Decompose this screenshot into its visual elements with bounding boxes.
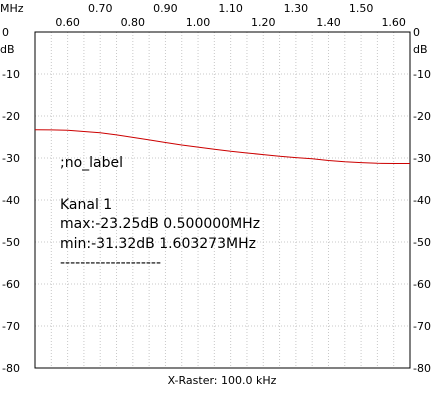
x-tick-label-bottom: 0.60	[55, 16, 80, 29]
annotation-layer: ;no_label Kanal 1 max:-23.25dB 0.500000M…	[60, 155, 260, 271]
annotation-separator: --------------------	[60, 255, 161, 271]
y-tick-label-right: -80	[413, 362, 431, 375]
x-tick-label-top: 1.50	[349, 2, 374, 15]
x-tick-label-bottom: 1.00	[186, 16, 211, 29]
trace-line	[34, 129, 410, 164]
tick-layer: 0.70 0.90 1.10 1.30 1.50 0.60 0.80 1.00 1.20 1.40…	[2, 2, 431, 375]
y-tick-label-left: 0	[2, 26, 9, 39]
x-tick-label-bottom: 1.40	[316, 16, 341, 29]
y-tick-label-right: -30	[413, 152, 431, 165]
y-tick-label-left: -80	[2, 362, 20, 375]
x-tick-label-bottom: 0.80	[121, 16, 146, 29]
trace-layer	[34, 129, 410, 164]
grid-layer	[35, 32, 410, 368]
y-tick-label-left: -20	[2, 110, 20, 123]
plot-frame	[34, 31, 411, 369]
y-tick-label-right: -50	[413, 236, 431, 249]
annotation-label: ;no_label	[60, 155, 123, 171]
y-tick-label-left: -60	[2, 278, 20, 291]
x-tick-label-bottom: 1.60	[381, 16, 406, 29]
y-tick-label-right: -60	[413, 278, 431, 291]
y-unit-label-left: dB	[0, 43, 15, 56]
x-tick-label-top: 0.90	[153, 2, 178, 15]
y-tick-label-right: -10	[413, 68, 431, 81]
y-tick-label-right: -70	[413, 320, 431, 333]
x-unit-label: MHz	[0, 2, 24, 15]
x-tick-label-top: 1.10	[218, 2, 243, 15]
y-tick-label-right: -40	[413, 194, 431, 207]
x-tick-label-bottom: 1.20	[251, 16, 276, 29]
y-tick-label-left: -70	[2, 320, 20, 333]
x-tick-label-top: 1.30	[284, 2, 309, 15]
y-tick-label-right: -20	[413, 110, 431, 123]
annotation-min: min:-31.32dB 1.603273MHz	[60, 236, 256, 252]
y-tick-label-left: -30	[2, 152, 20, 165]
y-unit-label-right: dB	[413, 43, 428, 56]
annotation-max: max:-23.25dB 0.500000MHz	[60, 216, 260, 232]
y-tick-label-left: -40	[2, 194, 20, 207]
y-tick-label-right: 0	[413, 26, 420, 39]
x-tick-label-top: 0.70	[88, 2, 113, 15]
y-tick-label-left: -50	[2, 236, 20, 249]
x-raster-footer: X-Raster: 100.0 kHz	[168, 374, 277, 387]
annotation-channel: Kanal 1	[60, 197, 112, 213]
y-tick-label-left: -10	[2, 68, 20, 81]
axis-labels: MHz dB dB	[0, 2, 428, 56]
